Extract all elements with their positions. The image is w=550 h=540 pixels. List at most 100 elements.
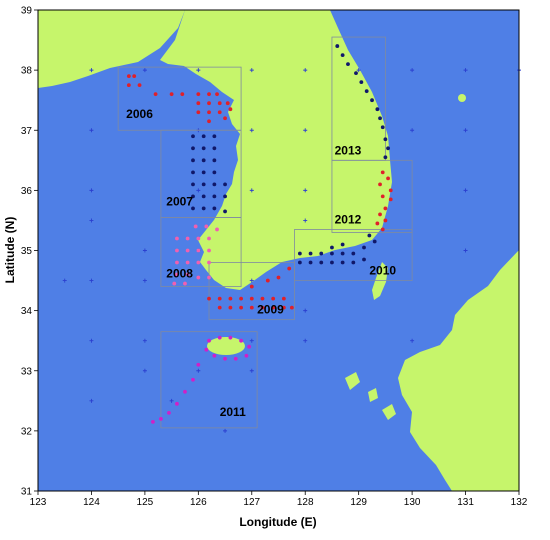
- x-axis-label: Longitude (E): [239, 515, 316, 529]
- grid-marker: [303, 188, 308, 193]
- grid-marker-layer: [62, 68, 521, 433]
- grid-marker: [223, 428, 228, 433]
- region-label-2011: 2011: [220, 405, 246, 419]
- station-dot-navy: [223, 209, 227, 214]
- station-dot-magenta: [159, 416, 163, 421]
- station-dot-pink: [183, 281, 187, 286]
- station-dot-pink: [175, 272, 179, 277]
- land-amakusa: [382, 404, 396, 420]
- grid-marker: [410, 68, 415, 73]
- grid-marker: [142, 338, 147, 343]
- station-dot-navy: [201, 182, 206, 187]
- station-dot-navy: [191, 146, 195, 151]
- grid-marker: [196, 368, 201, 373]
- station-dot-red: [378, 182, 382, 187]
- station-dot-navy: [308, 251, 313, 256]
- region-label-2006: 2006: [126, 107, 153, 121]
- station-dot-pink: [175, 248, 179, 253]
- station-dot-navy: [297, 260, 302, 265]
- station-dot-navy: [375, 107, 380, 112]
- grid-marker: [196, 188, 201, 193]
- station-dot-red: [378, 212, 382, 217]
- station-dot-red: [207, 110, 211, 115]
- region-label-2010: 2010: [369, 264, 396, 278]
- station-dot-red: [383, 218, 388, 223]
- x-tick-label: 132: [511, 497, 528, 508]
- station-dot-navy: [212, 206, 217, 211]
- x-tick-label: 125: [137, 497, 154, 508]
- x-tick-label: 124: [83, 497, 100, 508]
- x-tick-label: 129: [350, 497, 367, 508]
- land-goto-islands: [345, 372, 378, 402]
- region-label-layer: 2006 2007 2008 2009 2010 2011 2012 2013: [126, 107, 396, 419]
- station-dot-red: [289, 305, 294, 310]
- station-dot-navy: [362, 245, 366, 250]
- station-dot-red: [265, 278, 270, 283]
- station-dot-navy: [319, 251, 324, 256]
- y-tick-label: 37: [21, 126, 33, 137]
- y-axis-label: Latitude (N): [3, 217, 17, 284]
- grid-marker: [196, 68, 201, 73]
- station-dot-navy: [364, 89, 369, 94]
- station-dot-navy: [212, 134, 217, 139]
- station-dot-navy: [191, 182, 195, 187]
- station-dot-navy: [383, 155, 388, 160]
- station-dot-navy: [191, 194, 195, 199]
- station-dot-navy: [201, 194, 206, 199]
- station-dot-navy: [330, 260, 334, 265]
- station-dot-red: [249, 305, 254, 310]
- region-label-2009: 2009: [257, 303, 284, 317]
- station-dot-navy: [308, 260, 313, 265]
- station-dot-red: [287, 266, 292, 271]
- y-tick-label: 35: [21, 246, 33, 257]
- y-tick-label: 39: [21, 6, 33, 17]
- station-dot-navy: [212, 182, 217, 187]
- grid-marker: [303, 68, 308, 73]
- station-dot-red: [217, 296, 222, 301]
- station-dot-red: [207, 119, 211, 124]
- station-dot-navy: [191, 158, 195, 163]
- land-jeju-island: [207, 337, 245, 355]
- station-dot-navy: [191, 170, 195, 175]
- grid-marker: [249, 68, 254, 73]
- station-dot-magenta: [223, 356, 227, 361]
- grid-marker: [142, 278, 147, 283]
- station-dot-red: [225, 101, 230, 106]
- station-dot-red: [271, 305, 276, 310]
- station-dot-navy: [340, 251, 345, 256]
- station-dot-navy: [378, 116, 382, 121]
- grid-marker: [89, 128, 94, 133]
- station-dot-magenta: [212, 353, 217, 358]
- station-dot-magenta: [244, 353, 249, 358]
- station-dot-navy: [340, 242, 345, 247]
- station-dot-pink: [185, 236, 190, 241]
- station-dot-navy: [201, 158, 206, 163]
- station-dot-red: [207, 296, 211, 301]
- grid-marker: [410, 338, 415, 343]
- grid-marker: [249, 338, 254, 343]
- y-tick-label: 36: [21, 186, 33, 197]
- station-dot-navy: [201, 206, 206, 211]
- station-dot-red: [169, 92, 174, 97]
- station-dot-red: [228, 296, 233, 301]
- station-dot-red: [380, 227, 385, 232]
- y-tick-label: 38: [21, 66, 33, 77]
- land-kyushu: [398, 250, 519, 491]
- grid-marker: [169, 398, 174, 403]
- station-dot-red: [276, 275, 281, 280]
- grid-marker: [62, 278, 67, 283]
- station-dot-navy: [354, 71, 358, 76]
- grid-marker: [142, 368, 147, 373]
- station-dot-red: [217, 110, 222, 115]
- x-tick-label: 123: [30, 497, 47, 508]
- station-dot-navy: [212, 158, 217, 163]
- station-dot-red: [380, 170, 385, 175]
- station-dot-magenta: [196, 362, 201, 367]
- station-dot-red: [126, 83, 131, 88]
- station-dot-red: [239, 296, 243, 301]
- station-dot-magenta: [217, 335, 222, 340]
- station-dot-red: [228, 107, 233, 112]
- grid-marker: [463, 128, 468, 133]
- station-dot-navy: [297, 251, 302, 256]
